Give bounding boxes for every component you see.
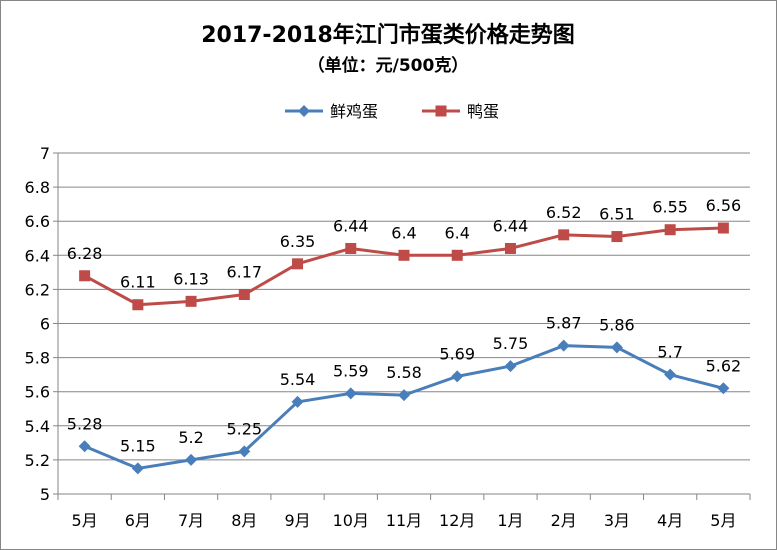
x-tick-label: 10月 <box>333 511 369 530</box>
legend-label: 鸭蛋 <box>467 102 499 121</box>
data-point <box>238 445 251 458</box>
data-point <box>664 224 676 236</box>
data-point <box>398 389 410 402</box>
y-tick-label: 5.6 <box>25 383 50 402</box>
y-tick-label: 5.4 <box>25 417 50 436</box>
data-label: 6.4 <box>391 223 416 242</box>
y-tick-label: 5.2 <box>25 451 50 470</box>
y-tick-label: 6.6 <box>25 212 50 231</box>
data-label: 6.44 <box>333 216 369 235</box>
x-tick-label: 2月 <box>551 511 577 530</box>
data-label: 6.55 <box>652 198 688 217</box>
data-label: 5.87 <box>546 314 582 333</box>
series-layer <box>78 222 730 475</box>
chart-title: 2017-2018年江门市蛋类价格走势图 <box>201 22 575 48</box>
data-point <box>717 382 730 395</box>
legend-marker <box>298 105 310 117</box>
legend-entry-0: 鲜鸡蛋 <box>285 102 378 121</box>
data-label: 5.62 <box>706 356 742 375</box>
data-point <box>131 462 144 475</box>
x-tick-label: 9月 <box>284 511 310 530</box>
data-point <box>610 341 623 354</box>
data-label: 6.44 <box>493 216 529 235</box>
chart-subtitle: （单位：元/500克） <box>308 55 469 76</box>
gridlines <box>58 152 750 495</box>
data-point <box>291 395 304 408</box>
x-tick-label: 4月 <box>657 511 683 530</box>
data-point <box>185 453 198 466</box>
data-label: 6.52 <box>546 203 582 222</box>
legend: 鲜鸡蛋 鸭蛋 <box>285 102 499 121</box>
data-label: 6.11 <box>120 273 156 292</box>
data-label: 5.28 <box>67 414 103 433</box>
x-tick-label: 12月 <box>439 511 475 530</box>
x-tick-label: 8月 <box>231 511 257 530</box>
data-label: 5.25 <box>226 419 262 438</box>
data-point <box>717 222 729 234</box>
data-point <box>345 242 357 254</box>
data-label: 5.59 <box>333 361 369 380</box>
data-point <box>504 242 516 254</box>
data-label: 5.86 <box>599 315 635 334</box>
data-point <box>79 270 91 282</box>
x-tick-label: 6月 <box>125 511 151 530</box>
data-point <box>238 289 250 301</box>
data-label: 5.15 <box>120 436 156 455</box>
data-label: 6.13 <box>173 269 209 288</box>
data-point <box>504 360 517 373</box>
x-tick-label: 5月 <box>710 511 736 530</box>
x-tick-label: 7月 <box>178 511 204 530</box>
data-point <box>292 258 304 270</box>
data-point <box>344 387 357 400</box>
data-labels: 5.28 5.15 5.2 5.25 5.54 5.59 5.58 5.69 5.75 5.87 5… <box>67 196 741 455</box>
data-point <box>185 295 197 307</box>
data-point <box>451 249 463 261</box>
data-point <box>132 299 144 311</box>
x-tick-label: 11月 <box>386 511 422 530</box>
series-0 <box>78 339 730 475</box>
data-label: 6.17 <box>226 263 262 282</box>
data-point <box>611 231 623 243</box>
data-point <box>664 368 677 381</box>
legend-label: 鲜鸡蛋 <box>330 102 378 121</box>
data-label: 6.28 <box>67 244 103 263</box>
x-tick-label: 3月 <box>604 511 630 530</box>
y-tick-label: 5 <box>40 485 50 504</box>
y-tick-label: 6.8 <box>25 178 50 197</box>
y-tick-label: 6 <box>40 315 50 334</box>
data-label: 5.7 <box>657 343 682 362</box>
data-label: 5.2 <box>178 428 203 447</box>
x-tick-label: 1月 <box>497 511 523 530</box>
data-label: 5.75 <box>493 334 529 353</box>
y-tick-label: 6.4 <box>25 246 50 265</box>
y-tick-label: 7 <box>40 144 50 163</box>
data-point <box>451 370 464 383</box>
series-1 <box>79 222 729 311</box>
y-tick-label: 6.2 <box>25 280 50 299</box>
data-point <box>558 229 570 241</box>
data-label: 6.4 <box>445 223 470 242</box>
data-label: 5.69 <box>439 344 475 363</box>
data-label: 5.54 <box>280 370 316 389</box>
data-label: 6.35 <box>280 232 316 251</box>
legend-marker <box>435 105 447 117</box>
data-label: 6.56 <box>706 196 742 215</box>
data-point <box>557 339 570 352</box>
y-tick-label: 5.8 <box>25 349 50 368</box>
data-point <box>78 440 91 453</box>
data-point <box>398 249 410 261</box>
data-label: 6.51 <box>599 205 635 224</box>
legend-entry-1: 鸭蛋 <box>422 102 499 121</box>
x-tick-label: 5月 <box>72 511 98 530</box>
data-label: 5.58 <box>386 363 422 382</box>
